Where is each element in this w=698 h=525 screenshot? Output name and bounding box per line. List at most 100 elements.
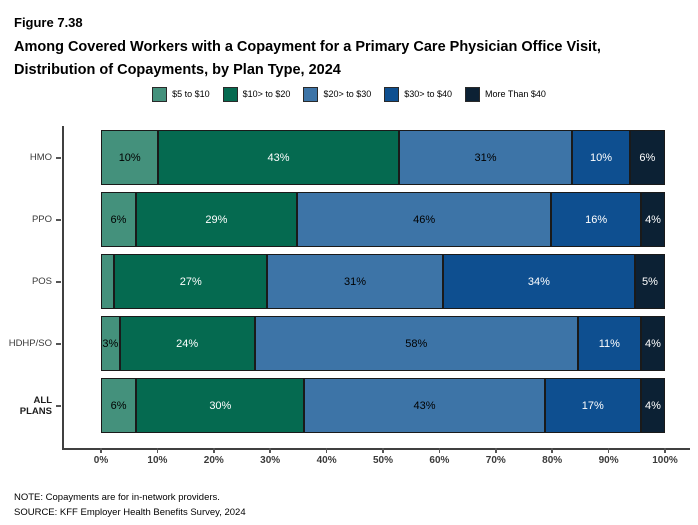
bar-segment-label: 10%	[590, 151, 613, 164]
bar-segment-label: 17%	[581, 399, 604, 412]
bar-segment: 46%	[296, 192, 552, 247]
chart-title-line-2: Distribution of Copayments, by Plan Type…	[14, 62, 341, 78]
bar-segment: 6%	[629, 130, 665, 185]
bar-row-all-plans: 6% 30% 43% 17% 4%	[101, 378, 665, 433]
legend-label: $30> to $40	[404, 89, 453, 99]
y-tick-mark	[56, 405, 61, 407]
bar-segment: 43%	[158, 130, 399, 185]
x-tick-label: 40%	[316, 455, 337, 466]
x-tick-mark	[325, 448, 328, 453]
legend-label: More Than $40	[485, 89, 546, 99]
x-tick-label: 20%	[203, 455, 224, 466]
x-tick-label: 80%	[542, 455, 563, 466]
bar-segment-label: 6%	[110, 399, 127, 412]
legend-item: $30> to $40	[384, 86, 453, 102]
bar-row-hdhp-so: 3% 24% 58% 11% 4%	[101, 316, 665, 371]
bar-segment-label: 16%	[585, 213, 608, 226]
x-tick-mark	[100, 448, 102, 453]
x-tick-mark	[664, 448, 666, 453]
x-tick-mark	[495, 448, 497, 453]
bar-segment-label: 30%	[209, 399, 232, 412]
chart-title-line-1: Among Covered Workers with a Copayment f…	[14, 39, 601, 55]
bar-row-ppo: 6% 29% 46% 16% 4%	[101, 192, 665, 247]
bar-segment-label: 6%	[639, 151, 656, 164]
bar-segment-label: 24%	[176, 337, 199, 350]
bar-segment-label: 4%	[644, 337, 661, 350]
legend-swatch-icon	[384, 86, 400, 102]
y-axis-labels: HMO PPO POS HDHP/SO ALL PLANS	[0, 130, 54, 440]
bar-segment: 43%	[304, 378, 545, 433]
bar-segment: 6%	[101, 192, 136, 247]
x-tick-mark	[607, 448, 610, 453]
bar-segment-label: 31%	[344, 275, 367, 288]
bar-segment-label: 58%	[405, 337, 428, 350]
legend: $5 to $10 $10> to $20 $20> to $30 $30> to $…	[0, 85, 698, 103]
x-tick-mark	[213, 448, 215, 453]
y-tick-mark	[56, 219, 61, 221]
source-line: SOURCE: KFF Employer Health Benefits Sur…	[14, 507, 246, 518]
chart-title: Among Covered Workers with a Copayment f…	[14, 36, 601, 82]
legend-swatch-icon	[303, 86, 319, 102]
x-tick-mark	[269, 448, 271, 453]
bar-segment-label: 27%	[179, 275, 202, 288]
x-tick-label: 10%	[147, 455, 168, 466]
bar-segment: 16%	[551, 192, 642, 247]
x-tick-label: 30%	[260, 455, 281, 466]
bar-segment: 4%	[641, 192, 665, 247]
bar-segment-label: 29%	[205, 213, 228, 226]
bar-segment: 27%	[114, 254, 268, 309]
bar-segment-label: 6%	[110, 213, 127, 226]
bar-segment-label: 4%	[644, 399, 661, 412]
x-tick-label: 70%	[485, 455, 506, 466]
bar-segment-label: 5%	[642, 275, 658, 288]
bar-segment: 31%	[398, 130, 573, 185]
bar-segment: 34%	[442, 254, 636, 309]
footnote: NOTE: Copayments are for in-network prov…	[14, 492, 220, 503]
bar-segment: 24%	[119, 316, 255, 371]
legend-label: $20> to $30	[323, 89, 372, 99]
bar-segment-label: 34%	[527, 275, 550, 288]
figure-number: Figure 7.38	[14, 15, 83, 30]
bar-segment-label: 31%	[474, 151, 497, 164]
y-tick-mark	[56, 281, 61, 283]
bar-segment: 30%	[136, 378, 305, 433]
bar-segment-label: 10%	[118, 151, 141, 164]
bar-segment-label: 43%	[413, 399, 436, 412]
bar-segment: 11%	[577, 316, 641, 371]
bar-segment-label: 4%	[645, 213, 661, 226]
legend-label: $5 to $10	[172, 89, 210, 99]
x-tick-label: 50%	[372, 455, 394, 466]
legend-item: $5 to $10	[152, 86, 210, 102]
bar-segment: 4%	[640, 316, 665, 371]
legend-swatch-icon	[152, 86, 168, 102]
legend-swatch-icon	[222, 86, 238, 102]
bars-area: 10% 43% 31% 10% 6% 6% 29% 46% 16% 4% 27% 31% 34% 5% 3%…	[101, 130, 665, 440]
y-tick-mark	[56, 157, 61, 159]
y-axis-label-pos: POS	[31, 276, 52, 287]
bar-segment-label: 3%	[102, 337, 119, 350]
bar-segment: 58%	[254, 316, 578, 371]
bar-segment: 29%	[135, 192, 297, 247]
x-tick-label: 100%	[652, 455, 678, 466]
legend-swatch-icon	[465, 86, 481, 102]
y-axis-label-ppo: PPO	[31, 214, 52, 225]
x-tick-mark	[156, 448, 159, 453]
bar-segment: 10%	[572, 130, 630, 185]
x-tick-label: 0%	[93, 455, 109, 466]
bar-segment: 10%	[101, 130, 159, 185]
bar-segment: 5%	[635, 254, 665, 309]
x-tick-label: 60%	[429, 455, 450, 466]
legend-item: $20> to $30	[303, 86, 372, 102]
bar-segment-label: 46%	[413, 213, 436, 226]
x-tick-mark	[551, 448, 553, 453]
y-axis-label-hmo: HMO	[29, 152, 52, 163]
bar-segment: 4%	[640, 378, 665, 433]
y-tick-mark	[56, 343, 61, 345]
x-tick-label: 90%	[598, 455, 619, 466]
x-tick-mark	[438, 448, 441, 453]
bar-segment: 6%	[101, 378, 137, 433]
bar-row-hmo: 10% 43% 31% 10% 6%	[101, 130, 665, 185]
bar-segment	[101, 254, 115, 309]
x-tick-mark	[382, 448, 384, 453]
